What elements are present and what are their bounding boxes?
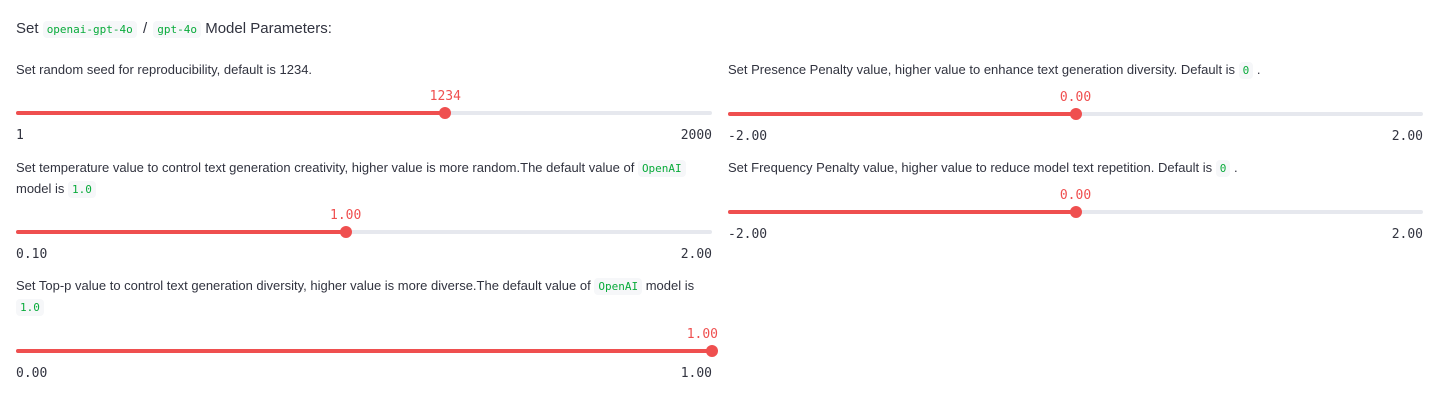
slider-value: 1.00 <box>330 208 362 223</box>
label-text: Set temperature value to control text ge… <box>16 160 638 175</box>
presence-penalty-slider-block: Set Presence Penalty value, higher value… <box>728 60 1423 157</box>
label-code: 0 <box>1238 62 1254 79</box>
slider-fill <box>16 349 712 353</box>
frequency-penalty-slider[interactable]: 0.00 -2.00 2.00 <box>728 188 1423 255</box>
label-code: 0 <box>1215 160 1231 177</box>
slider-value: 1.00 <box>686 327 718 342</box>
label-code: OpenAI <box>594 278 643 295</box>
slider-fill <box>728 112 1076 116</box>
model-parameters-heading: Set openai-gpt-4o / gpt-4o Model Paramet… <box>16 19 332 40</box>
top-p-slider-block: Set Top-p value to control text generati… <box>16 276 718 394</box>
slider-track[interactable] <box>16 230 712 234</box>
frequency-penalty-slider-block: Set Frequency Penalty value, higher valu… <box>728 158 1423 255</box>
slider-value: 0.00 <box>1059 90 1092 105</box>
slider-min: 0.00 <box>16 366 48 381</box>
label-text: . <box>1230 160 1238 175</box>
label-text: model is <box>642 278 695 293</box>
heading-prefix: Set <box>16 20 39 37</box>
slider-min: 1 <box>16 128 24 143</box>
top-p-slider[interactable]: 1.00 0.00 1.00 <box>16 327 718 394</box>
slider-thumb[interactable] <box>1069 206 1082 218</box>
slider-thumb[interactable] <box>706 345 718 357</box>
slider-min: -2.00 <box>728 129 768 144</box>
model-code: gpt-4o <box>153 21 202 38</box>
temperature-slider-block: Set temperature value to control text ge… <box>16 158 712 275</box>
provider-code: openai-gpt-4o <box>42 21 137 38</box>
label-text: Set Presence Penalty value, higher value… <box>728 62 1239 77</box>
slider-fill <box>16 111 446 115</box>
label-text: Set random seed for reproducibility, def… <box>16 62 313 77</box>
top-p-label: Set Top-p value to control text generati… <box>16 276 712 318</box>
slider-max: 2.00 <box>1391 129 1423 144</box>
slider-min: 0.10 <box>16 247 48 262</box>
seed-label: Set random seed for reproducibility, def… <box>16 60 712 80</box>
seed-slider[interactable]: 1234 1 2000 <box>16 89 712 156</box>
label-text: . <box>1253 62 1261 77</box>
temperature-label: Set temperature value to control text ge… <box>16 158 712 200</box>
label-text: Set Top-p value to control text generati… <box>16 278 595 293</box>
temperature-slider[interactable]: 1.00 0.10 2.00 <box>16 208 712 275</box>
presence-penalty-slider[interactable]: 0.00 -2.00 2.00 <box>728 90 1423 157</box>
label-text: Set Frequency Penalty value, higher valu… <box>728 160 1216 175</box>
slider-value: 0.00 <box>1059 188 1092 203</box>
presence-penalty-label: Set Presence Penalty value, higher value… <box>728 60 1423 81</box>
slider-max: 2.00 <box>1391 227 1423 242</box>
heading-suffix: Model Parameters: <box>205 20 332 37</box>
slider-thumb[interactable] <box>439 107 452 119</box>
slider-max: 2000 <box>680 128 712 143</box>
slider-max: 2.00 <box>680 247 712 262</box>
label-text: model is <box>16 181 69 196</box>
heading-separator: / <box>142 20 148 37</box>
slider-value: 1234 <box>429 89 461 104</box>
slider-fill <box>16 230 346 234</box>
seed-slider-block: Set random seed for reproducibility, def… <box>16 60 712 156</box>
slider-thumb[interactable] <box>339 226 352 238</box>
slider-max: 1.00 <box>680 366 712 381</box>
frequency-penalty-label: Set Frequency Penalty value, higher valu… <box>728 158 1423 179</box>
label-code: 1.0 <box>68 181 96 198</box>
slider-thumb[interactable] <box>1069 108 1082 120</box>
slider-fill <box>728 210 1076 214</box>
label-code: 1.0 <box>16 299 44 316</box>
slider-min: -2.00 <box>728 227 768 242</box>
label-code: OpenAI <box>637 160 686 177</box>
